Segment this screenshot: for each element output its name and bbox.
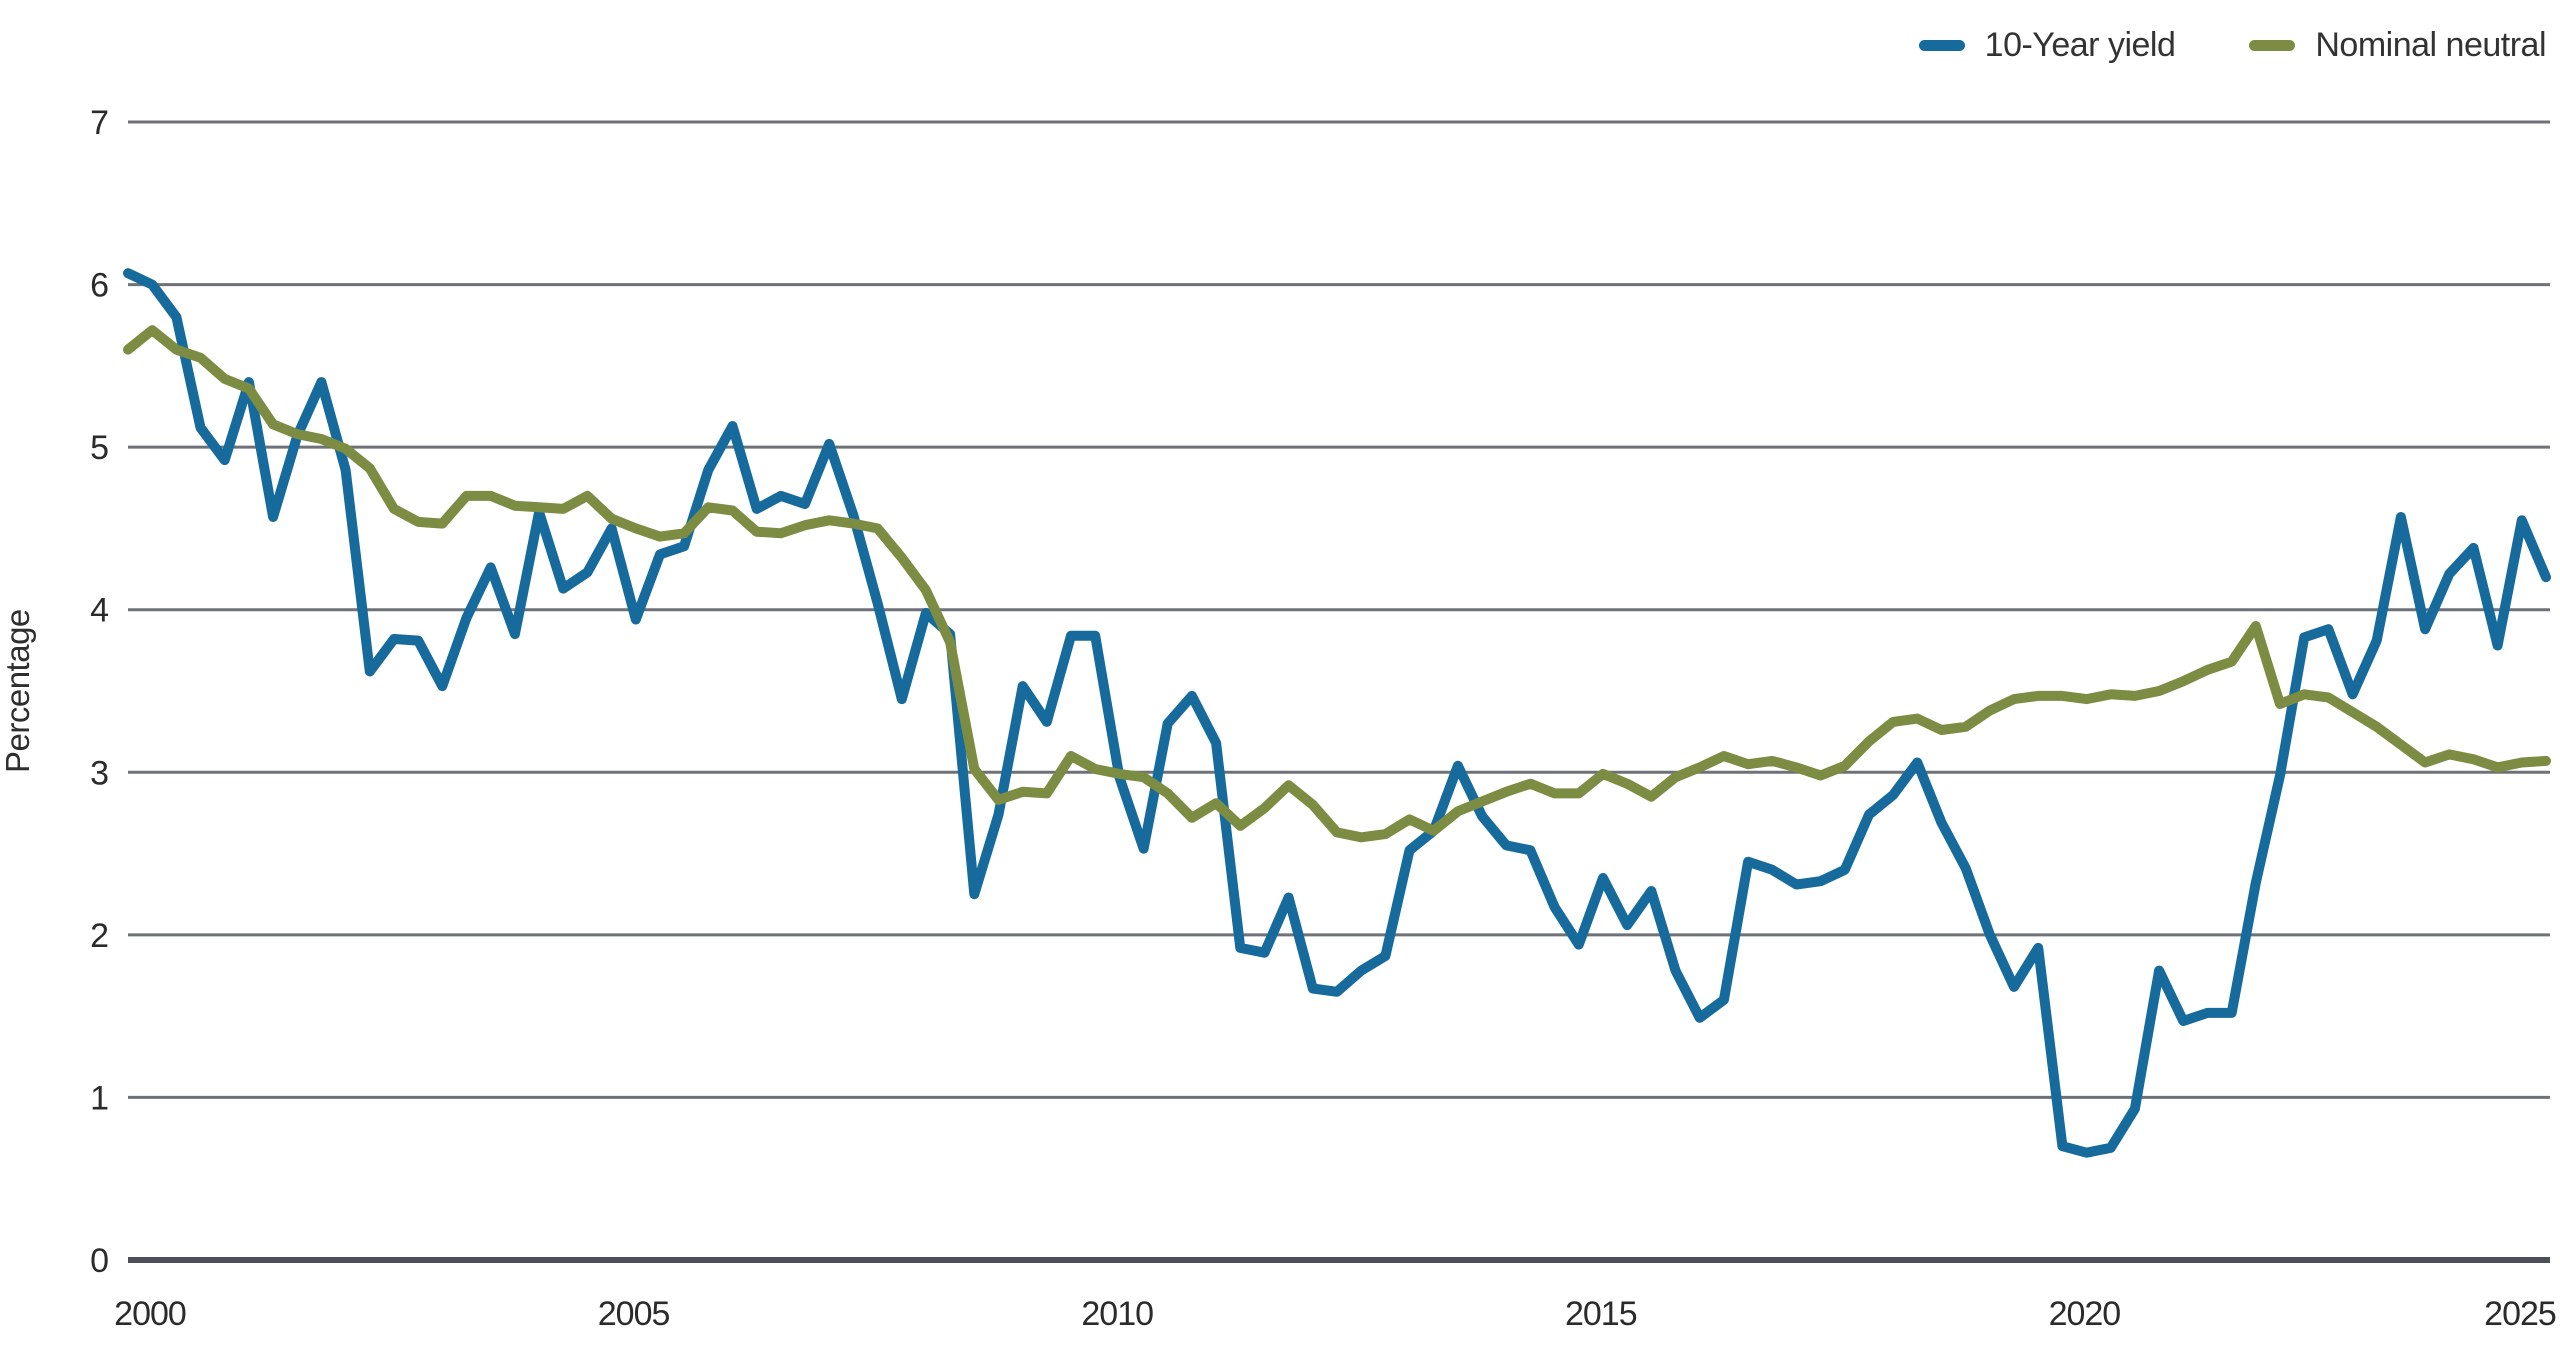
y-tick-label: 6 <box>90 267 108 305</box>
x-tick-label: 2020 <box>2049 1295 2121 1333</box>
y-tick-label: 7 <box>90 104 108 142</box>
y-tick-label: 4 <box>90 592 108 630</box>
legend-label-nominal-neutral: Nominal neutral <box>2315 26 2546 64</box>
y-tick-label: 3 <box>90 754 108 792</box>
x-tick-label: 2015 <box>1565 1295 1637 1333</box>
y-tick-label: 1 <box>90 1079 108 1117</box>
grid-layer <box>128 120 2550 1263</box>
y-tick-label: 0 <box>90 1242 108 1280</box>
series-layer <box>123 268 2551 1158</box>
legend-item-nominal-neutral: Nominal neutral <box>2249 26 2546 65</box>
axis-label-layer: 0 1 2 3 4 5 6 7 2000 2005 2010 2015 2020 2025 <box>90 104 2557 1333</box>
series-line-nominal-neutral <box>123 325 2551 843</box>
x-tick-label: 2000 <box>114 1295 186 1333</box>
y-tick-label: 5 <box>90 429 108 467</box>
legend-label-10-year-yield: 10-Year yield <box>1984 26 2176 64</box>
x-tick-label: 2025 <box>2484 1295 2556 1333</box>
x-tick-label: 2010 <box>1081 1295 1153 1333</box>
legend-swatch-10-year-yield <box>1918 40 1965 51</box>
y-tick-label: 2 <box>90 917 108 955</box>
legend-item-10-year-yield: 10-Year yield <box>1918 26 2176 65</box>
series-line-10-year-yield <box>123 268 2551 1158</box>
legend: 10-Year yield Nominal neutral <box>1918 26 2546 65</box>
x-tick-label: 2005 <box>598 1295 670 1333</box>
legend-swatch-nominal-neutral <box>2249 40 2296 51</box>
